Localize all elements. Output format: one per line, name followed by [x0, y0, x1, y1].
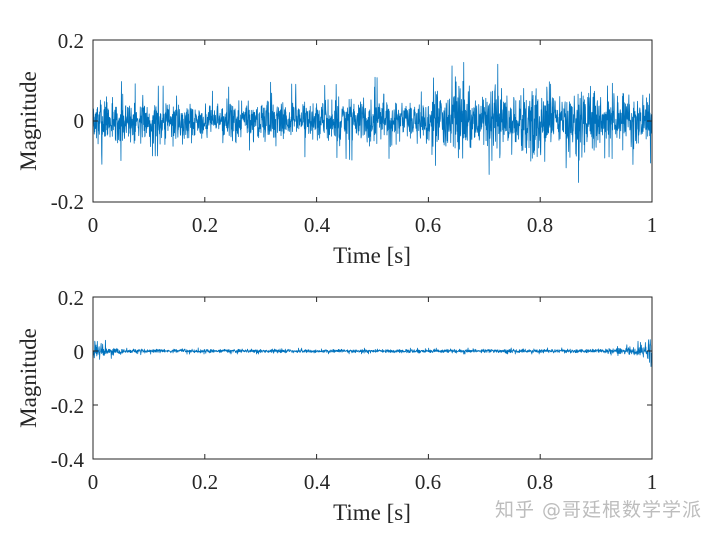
bottom-xtick-label: 0.4 — [304, 470, 331, 494]
bottom-xtick-label: 0.8 — [527, 470, 553, 494]
top-xtick-label: 0.8 — [527, 213, 553, 237]
top-xtick-label: 0.6 — [415, 213, 441, 237]
bottom-ytick-label: -0.4 — [51, 448, 85, 472]
bottom-xtick-label: 0 — [88, 470, 99, 494]
bottom-xtick-label: 1 — [647, 470, 658, 494]
top-ytick-label: 0 — [74, 109, 85, 133]
top-y-axis-title: Magnitude — [16, 71, 41, 171]
bottom-axis-ticks — [92, 296, 653, 460]
top-signal-series — [92, 62, 653, 183]
top-ytick-label: 0.2 — [58, 29, 84, 53]
top-xtick-label: 0.4 — [304, 213, 331, 237]
bottom-y-axis-title: Magnitude — [16, 328, 41, 428]
top-xtick-label: 0 — [88, 213, 99, 237]
bottom-chart-panel: 0.2 0 -0.2 -0.4 0 0.2 0.4 0.6 0.8 1 Time… — [16, 286, 657, 525]
watermark: 知乎 @哥廷根数学学派 — [494, 499, 702, 521]
top-x-axis-title: Time [s] — [333, 243, 411, 268]
bottom-ytick-label: -0.2 — [51, 394, 84, 418]
bottom-ytick-label: 0.2 — [58, 286, 84, 310]
signal-line — [92, 339, 653, 459]
bottom-ytick-label: 0 — [74, 340, 85, 364]
bottom-signal-series — [92, 339, 653, 459]
bottom-plot-frame — [92, 296, 653, 460]
bottom-xtick-label: 0.6 — [415, 470, 441, 494]
top-ytick-label: -0.2 — [51, 190, 84, 214]
signal-line — [92, 62, 653, 183]
bottom-x-axis-title: Time [s] — [333, 500, 411, 525]
top-xtick-label: 1 — [647, 213, 658, 237]
bottom-xtick-label: 0.2 — [192, 470, 218, 494]
top-chart-panel: 0.2 0 -0.2 0 0.2 0.4 0.6 0.8 1 Time [s] … — [16, 29, 657, 268]
top-xtick-label: 0.2 — [192, 213, 218, 237]
top-axis-ticks — [92, 39, 653, 203]
